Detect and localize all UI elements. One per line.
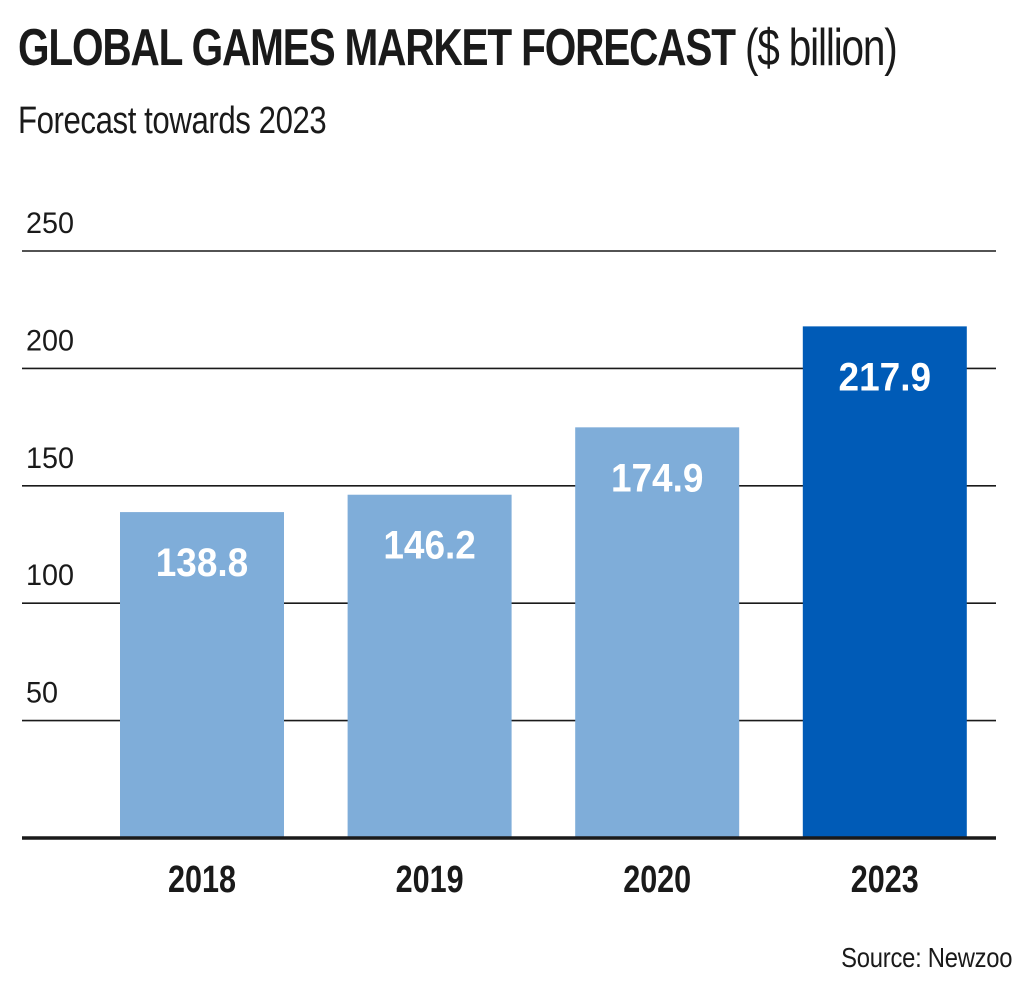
axes: 2018 2019 2020 2023: [22, 836, 996, 901]
bar-2020: [575, 427, 740, 838]
y-tick-label: 100: [26, 559, 74, 592]
chart-title-main: GLOBAL GAMES MARKET FORECAST: [18, 19, 736, 77]
x-tick-label: 2023: [851, 859, 919, 901]
bars: 138.8 146.2 174.9 217.9: [120, 326, 967, 838]
y-tick-label: 250: [26, 207, 74, 240]
bar-value-label: 138.8: [156, 541, 249, 585]
x-tick-label: 2019: [396, 859, 464, 901]
bar-value-label: 174.9: [611, 456, 704, 500]
y-tick-label: 150: [26, 442, 74, 475]
chart-subtitle: Forecast towards 2023: [18, 100, 327, 142]
bar-value-label: 146.2: [383, 524, 476, 568]
y-tick-label: 200: [26, 324, 74, 357]
bar-2023: [802, 326, 967, 838]
chart-title-unit: ($ billion): [744, 19, 898, 77]
bar-2018: [120, 512, 284, 838]
x-tick-label: 2018: [168, 859, 236, 901]
source-note: Source: Newzoo: [840, 942, 1012, 973]
x-tick-label: 2020: [623, 859, 691, 901]
chart-title: GLOBAL GAMES MARKET FORECAST ($ billion): [18, 14, 898, 82]
y-tick-label: 50: [26, 677, 58, 710]
bar-value-label: 217.9: [839, 355, 932, 399]
bar-2019: [347, 494, 512, 838]
